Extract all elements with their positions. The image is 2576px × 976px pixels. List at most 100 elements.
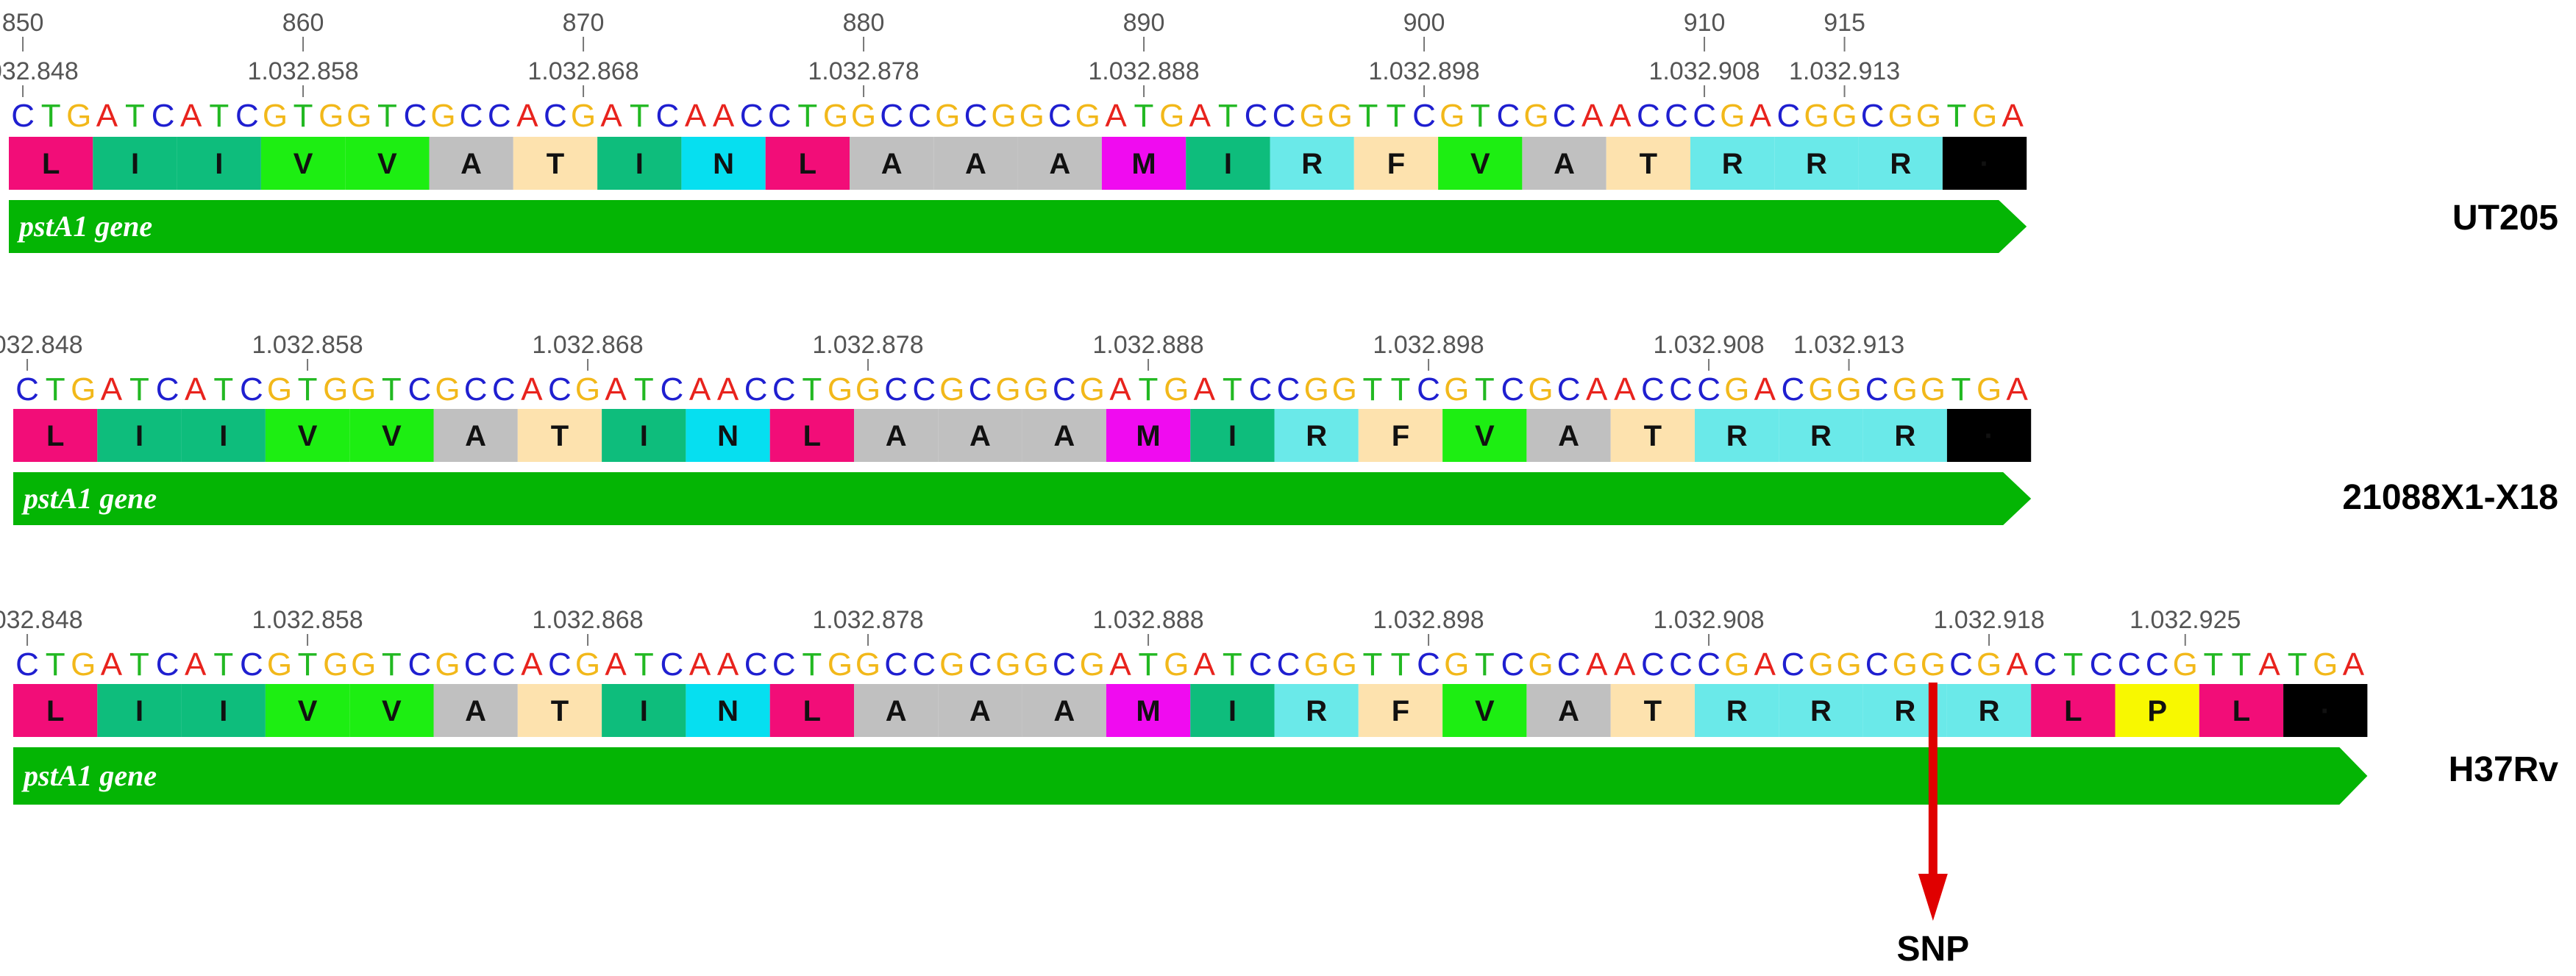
nucleotide: C bbox=[156, 646, 179, 683]
amino-acid-letter: I bbox=[135, 695, 143, 727]
nucleotide: C bbox=[1557, 371, 1581, 407]
amino-acid-block bbox=[1186, 137, 1270, 190]
genome-coordinate-label: 1.032.898 bbox=[1373, 331, 1484, 359]
nucleotide: C bbox=[492, 371, 516, 407]
nucleotide: G bbox=[351, 371, 376, 407]
nucleotide: G bbox=[346, 98, 371, 134]
amino-acid-block bbox=[1942, 137, 2027, 190]
nucleotide: C bbox=[2033, 646, 2057, 683]
nucleotide: G bbox=[66, 98, 91, 134]
amino-acid-letter: L bbox=[803, 695, 821, 727]
amino-acid-letter: M bbox=[1136, 695, 1160, 727]
nucleotide: T bbox=[1223, 371, 1242, 407]
nucleotide: A bbox=[1614, 371, 1636, 407]
amino-acid-letter: R bbox=[1722, 148, 1743, 180]
nucleotide: T bbox=[209, 98, 229, 134]
nucleotide: C bbox=[464, 646, 488, 683]
gene-label: pstA1 gene bbox=[21, 759, 157, 792]
nucleotide: A bbox=[717, 371, 739, 407]
nucleotide: G bbox=[1444, 371, 1469, 407]
nucleotide: G bbox=[855, 646, 880, 683]
nucleotide: T bbox=[125, 98, 145, 134]
nucleotide: G bbox=[1977, 646, 2002, 683]
nucleotide: C bbox=[912, 646, 936, 683]
strain-label: UT205 bbox=[2452, 199, 2558, 238]
nucleotide: T bbox=[1475, 371, 1495, 407]
nucleotide: C bbox=[1497, 98, 1520, 134]
nucleotide: G bbox=[2173, 646, 2198, 683]
nucleotide: C bbox=[1245, 98, 1268, 134]
nucleotide: C bbox=[884, 646, 908, 683]
amino-acid-block bbox=[513, 137, 598, 190]
nucleotide: G bbox=[995, 371, 1020, 407]
nucleotide: G bbox=[1080, 646, 1105, 683]
nucleotide: G bbox=[935, 98, 960, 134]
nucleotide: G bbox=[1024, 371, 1049, 407]
strain-label: H37Rv bbox=[2449, 750, 2559, 789]
nucleotide: A bbox=[101, 646, 123, 683]
amino-acid-block bbox=[181, 684, 266, 737]
nucleotide: C bbox=[908, 98, 931, 134]
position-tick-label: 915 bbox=[1824, 9, 1865, 37]
amino-acid-letter: R bbox=[1894, 695, 1915, 727]
position-tick-label: 870 bbox=[563, 9, 605, 37]
amino-acid-block bbox=[1353, 137, 1439, 190]
nucleotide: G bbox=[939, 371, 964, 407]
amino-acid-letter: · bbox=[1984, 420, 1993, 452]
position-tick-label: 880 bbox=[843, 9, 885, 37]
nucleotide: A bbox=[180, 98, 202, 134]
amino-acid-letter: T bbox=[1640, 148, 1657, 180]
nucleotide: T bbox=[1223, 646, 1242, 683]
nucleotide: A bbox=[1581, 98, 1604, 134]
nucleotide: C bbox=[2118, 646, 2141, 683]
amino-acid-letter: L bbox=[2064, 695, 2082, 727]
amino-acid-letter: A bbox=[1554, 148, 1575, 180]
amino-acid-block bbox=[1526, 409, 1611, 462]
nucleotide: C bbox=[1501, 646, 1525, 683]
nucleotide: C bbox=[1665, 98, 1688, 134]
amino-acid-block bbox=[1442, 409, 1527, 462]
nucleotide: T bbox=[1470, 98, 1490, 134]
amino-acid-block bbox=[97, 684, 182, 737]
nucleotide: T bbox=[213, 646, 233, 683]
nucleotide: A bbox=[1109, 371, 1131, 407]
amino-acid-letter: A bbox=[1053, 420, 1075, 452]
amino-acid-block bbox=[1022, 684, 1106, 737]
genome-coordinate-label: 1.032.913 bbox=[1789, 57, 1900, 85]
nucleotide: G bbox=[1523, 98, 1548, 134]
nucleotide: A bbox=[185, 371, 207, 407]
nucleotide: G bbox=[1921, 646, 1946, 683]
genome-coordinate-label: 1.032.908 bbox=[1653, 606, 1764, 634]
nucleotide: T bbox=[1391, 371, 1411, 407]
amino-acid-letter: I bbox=[1228, 695, 1237, 727]
amino-acid-letter: V bbox=[382, 420, 402, 452]
nucleotide: C bbox=[464, 371, 488, 407]
nucleotide: A bbox=[2007, 371, 2029, 407]
nucleotide: T bbox=[802, 371, 822, 407]
nucleotide: G bbox=[1724, 371, 1749, 407]
amino-acid-block bbox=[429, 137, 513, 190]
nucleotide: A bbox=[1109, 646, 1131, 683]
amino-acid-letter: A bbox=[465, 695, 486, 727]
nucleotide: C bbox=[744, 646, 768, 683]
amino-acid-block bbox=[13, 684, 98, 737]
position-tick-label: 900 bbox=[1403, 9, 1445, 37]
amino-acid-block bbox=[1779, 409, 1863, 462]
nucleotide: G bbox=[991, 98, 1016, 134]
nucleotide: C bbox=[460, 98, 483, 134]
nucleotide: G bbox=[1893, 371, 1918, 407]
snp-marker: SNP bbox=[1896, 683, 1969, 969]
nucleotide: C bbox=[744, 371, 768, 407]
amino-acid-letter: F bbox=[1392, 420, 1409, 452]
nucleotide: G bbox=[828, 646, 853, 683]
nucleotide: A bbox=[1754, 371, 1776, 407]
amino-acid-block bbox=[1610, 684, 1695, 737]
nucleotide: C bbox=[740, 98, 764, 134]
amino-acid-block bbox=[854, 409, 939, 462]
nucleotide: C bbox=[544, 98, 567, 134]
nucleotide: C bbox=[548, 646, 572, 683]
amino-acid-letter: I bbox=[636, 148, 644, 180]
nucleotide: C bbox=[969, 371, 992, 407]
nucleotide: A bbox=[1105, 98, 1127, 134]
